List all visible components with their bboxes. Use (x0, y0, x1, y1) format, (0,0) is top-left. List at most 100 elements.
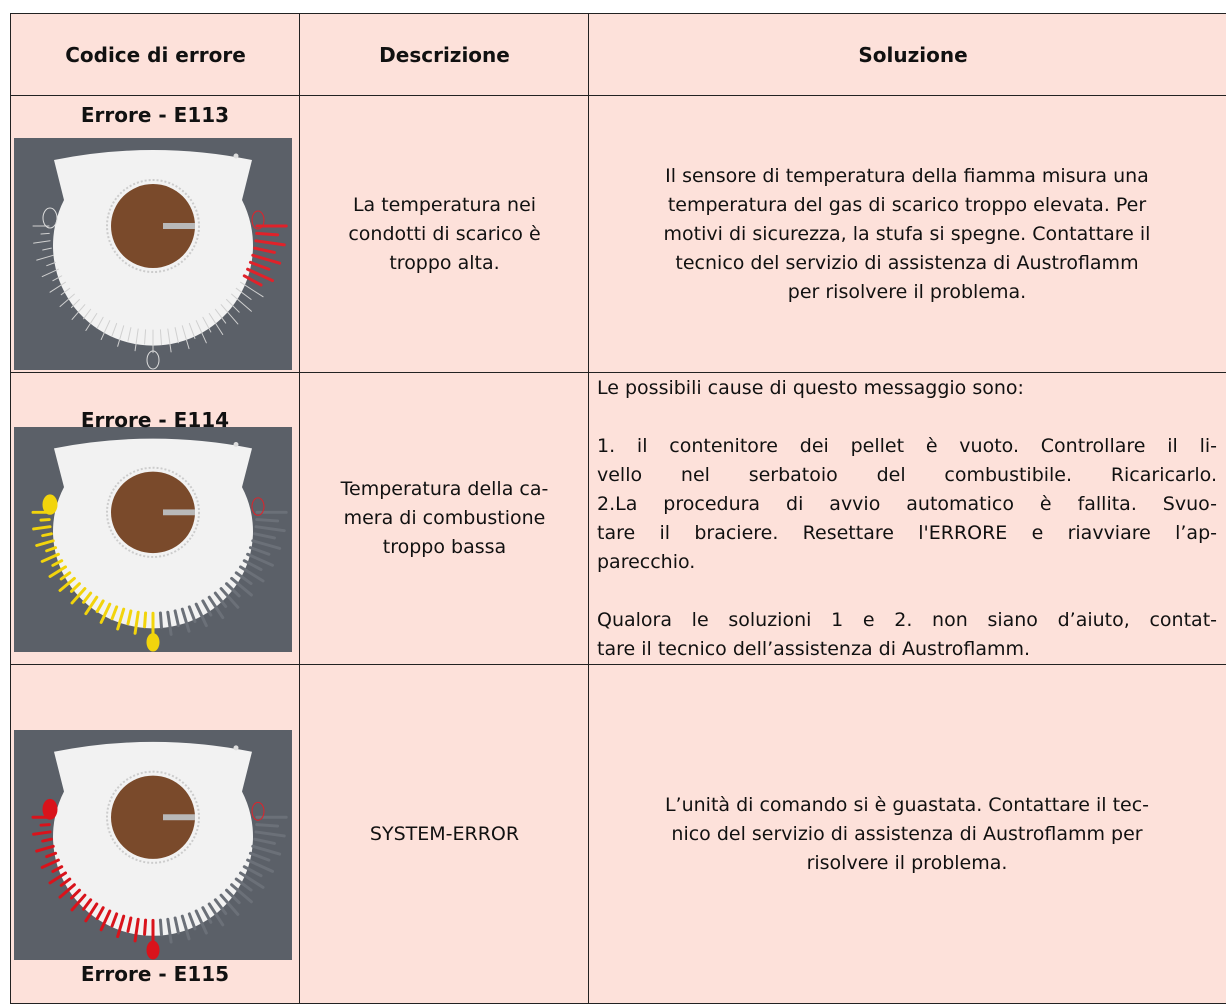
header-text: Descrizione (379, 42, 510, 67)
tick (219, 587, 240, 609)
tick (242, 274, 263, 287)
tick (48, 871, 68, 885)
tick (110, 912, 119, 928)
tick (213, 591, 228, 608)
tick (251, 844, 282, 856)
tick (226, 299, 240, 313)
tick (254, 830, 286, 838)
description-line: La temperatura nei (352, 193, 537, 216)
solution-paragraph: Qualora le soluzioni 1 e 2. non siano d’… (597, 606, 1217, 664)
tick (59, 877, 72, 887)
tick (253, 837, 276, 845)
solution-paragraph: 1. il contenitore dei pellet è vuoto. Co… (597, 432, 1217, 577)
solution-line: 2.La procedura di avvio automatico è fal… (597, 492, 1217, 515)
flame-left (42, 798, 58, 820)
tick (214, 308, 227, 324)
solution-line: temperatura del gas di scarico troppo el… (667, 193, 1147, 216)
tick (220, 304, 239, 325)
tick (234, 877, 253, 892)
tick (158, 611, 163, 629)
flame-bottom (146, 350, 160, 370)
description-line: troppo bassa (382, 536, 507, 558)
tick (39, 823, 51, 827)
tick (71, 304, 86, 320)
tick (255, 823, 280, 828)
tick (194, 909, 208, 935)
tick (41, 532, 53, 538)
description-cell: SYSTEM-ERROR (299, 664, 590, 1004)
tick (82, 898, 93, 911)
solution-line: tare il braciere. Resettare l'ERRORE e r… (597, 521, 1217, 544)
solution-line: Qualora le soluzioni 1 e 2. non siano d’… (597, 608, 1217, 631)
tick (59, 293, 75, 308)
tick (158, 918, 163, 937)
tick (95, 599, 105, 613)
tick (253, 246, 276, 254)
tick (51, 559, 64, 567)
tick (180, 607, 191, 633)
knob (111, 775, 195, 859)
tick (180, 914, 191, 941)
tick (238, 871, 265, 889)
tick (242, 865, 263, 878)
tick (39, 518, 51, 522)
tick (246, 267, 275, 283)
knob-pointer (163, 814, 195, 821)
tick (42, 247, 52, 251)
tick (207, 902, 225, 927)
tick (70, 299, 80, 309)
tick (246, 552, 275, 567)
indicator-dot (233, 442, 239, 447)
tick (143, 918, 148, 936)
tick (234, 571, 253, 585)
solution-cell: L’unità di comando si è guastata. Contat… (588, 664, 1226, 1004)
header-text: Soluzione (858, 42, 968, 67)
tick (248, 546, 271, 556)
tick (195, 320, 207, 344)
tick (202, 316, 212, 333)
knob (111, 471, 195, 554)
tick (40, 232, 50, 235)
tick (253, 532, 276, 540)
tick (254, 239, 286, 247)
tick (251, 539, 282, 550)
tick (219, 893, 240, 916)
tick (231, 293, 252, 312)
tick (255, 518, 280, 523)
tick (45, 851, 58, 859)
tick (255, 231, 280, 237)
tick (99, 602, 112, 624)
tick (70, 587, 87, 605)
tick (49, 281, 67, 293)
tick (82, 591, 93, 604)
tick (58, 576, 76, 592)
solution-paragraph: Il sensore di temperatura della fiamma m… (597, 162, 1217, 307)
tick (70, 893, 87, 912)
tick (134, 328, 139, 352)
description: Temperatura della ca-mera di combustione… (341, 475, 549, 562)
tick (254, 525, 286, 533)
solution-line: parecchio. (597, 550, 696, 573)
solution-line: nico del servizio di assistenza di Austr… (671, 822, 1143, 845)
flame-right (251, 801, 265, 821)
tick (127, 327, 132, 342)
dial-image (14, 427, 292, 652)
tick (174, 327, 179, 344)
knob (111, 184, 195, 268)
tick (238, 565, 265, 583)
tick (96, 316, 104, 329)
tick (225, 582, 241, 598)
solution-line: risolvere il problema. (806, 851, 1008, 874)
tick (133, 917, 140, 943)
tick (159, 329, 162, 346)
tick (173, 916, 180, 935)
description-line: troppo alta. (389, 251, 500, 274)
tick (48, 565, 68, 578)
header-cell: Soluzione (588, 13, 1226, 96)
tick (242, 559, 263, 572)
knob-ring (106, 770, 200, 864)
tick (133, 610, 140, 635)
dial-image (14, 730, 292, 960)
tick (100, 320, 111, 341)
tick (213, 898, 228, 915)
